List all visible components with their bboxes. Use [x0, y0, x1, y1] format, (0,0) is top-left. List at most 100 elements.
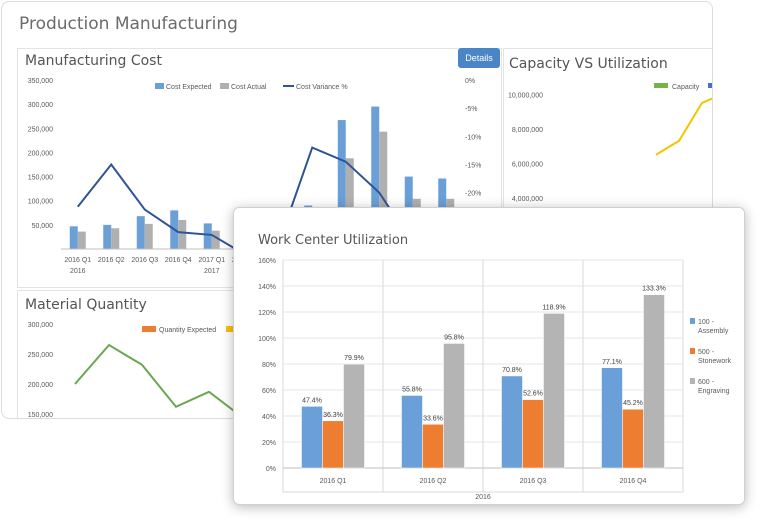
x-group-label: 2017	[204, 268, 220, 275]
y-tick-label: 350,000	[28, 78, 53, 85]
y-tick-label: 4,000,000	[512, 196, 543, 203]
y-tick-label: 60%	[262, 388, 276, 395]
y-tick-label: 300,000	[28, 322, 53, 329]
capacity-title: Capacity VS Utilization	[509, 56, 668, 72]
legend-label: 600 -	[698, 379, 715, 386]
cost-actual-bar	[144, 223, 153, 249]
legend-label: 500 -	[698, 349, 715, 356]
x-tick-label: 2017 Q1	[198, 257, 225, 264]
legend-label: Quantity Expected	[159, 327, 216, 334]
engraving-bar	[543, 313, 565, 469]
y-tick-label: 150,000	[28, 175, 53, 182]
y-tick-label: 10,000,000	[508, 92, 543, 99]
legend-label: Cost Actual	[231, 84, 267, 91]
y-tick-label: 300,000	[28, 102, 53, 109]
cost-expected-bar	[136, 216, 145, 249]
y-tick-label: 120%	[258, 310, 276, 317]
cost-actual-bar	[345, 158, 354, 249]
stonework-bar	[422, 424, 444, 469]
work-center-card[interactable]: Work Center Utilization 0% 20% 40% 60% 80% 10…	[233, 207, 745, 505]
data-label: 70.8%	[502, 367, 522, 374]
y-tick-label: 6,000,000	[512, 161, 543, 168]
x-tick-label: 2016 Q2	[98, 257, 125, 264]
y-tick-label: 40%	[262, 414, 276, 421]
y-tick-label: 100,000	[28, 199, 53, 206]
x-tick-label: 2016 Q2	[420, 478, 447, 485]
legend-swatch	[155, 83, 164, 89]
data-label: 45.2%	[623, 400, 643, 407]
legend-swatch	[220, 83, 229, 89]
data-label: 95.8%	[444, 334, 464, 341]
page-title: Production Manufacturing	[19, 14, 238, 34]
data-label: 77.1%	[602, 359, 622, 366]
cost-expected-bar	[103, 224, 112, 249]
data-label: 36.3%	[323, 412, 343, 419]
data-label: 52.6%	[523, 391, 543, 398]
material-quantity-title: Material Quantity	[25, 297, 147, 313]
y-tick-label: 8,000,000	[512, 127, 543, 134]
y2-tick-label: -10%	[465, 134, 481, 141]
cost-expected-bar	[371, 106, 380, 249]
data-label: 133.3%	[642, 286, 666, 293]
x-group-label: 2016	[70, 268, 86, 275]
utilization-line	[655, 97, 712, 156]
legend-label: 100 -	[698, 319, 715, 326]
legend-label: Stonework	[698, 358, 732, 365]
legend-label: Cost Variance %	[296, 84, 348, 91]
assembly-bar	[401, 395, 423, 469]
cost-expected-bar	[337, 120, 346, 249]
y-tick-label: 50,000	[32, 223, 54, 230]
y-tick-label: 250,000	[28, 126, 53, 133]
cost-actual-bar	[77, 231, 86, 249]
legend-label: Capacity	[672, 84, 700, 91]
cost-actual-bar	[178, 220, 187, 249]
stonework-bar	[322, 420, 344, 469]
x-tick-label: 2016 Q3	[131, 257, 158, 264]
stonework-bar	[622, 408, 644, 469]
engraving-bar	[443, 343, 465, 469]
legend-swatch	[708, 83, 712, 88]
x-tick-label: 2016 Q1	[320, 478, 347, 485]
y2-tick-label: -5%	[465, 106, 477, 113]
details-button[interactable]: Details	[458, 48, 500, 68]
x-tick-label: 2016 Q1	[64, 257, 91, 264]
legend-swatch	[690, 378, 695, 384]
y-tick-label: 100%	[258, 336, 276, 343]
assembly-bar	[501, 375, 523, 469]
data-label: 47.4%	[302, 397, 322, 404]
assembly-bar	[301, 406, 323, 469]
legend-swatch	[654, 83, 668, 88]
stonework-bar	[522, 399, 544, 469]
x-tick-label: 2016 Q3	[520, 478, 547, 485]
cost-actual-bar	[211, 230, 220, 249]
y-tick-label: 250,000	[28, 352, 53, 359]
data-label: 118.9%	[542, 304, 565, 311]
legend-label: Engraving	[698, 388, 730, 395]
x-group-label: 2016	[475, 494, 491, 501]
y2-tick-label: -15%	[465, 163, 481, 170]
y-tick-label: 200,000	[28, 150, 53, 157]
legend-label: Cost Expected	[166, 84, 212, 91]
assembly-bar	[601, 367, 623, 469]
legend-swatch	[142, 326, 156, 332]
engraving-bar	[643, 294, 665, 469]
data-label: 79.9%	[344, 355, 364, 362]
y2-tick-label: 0%	[465, 78, 475, 85]
work-center-title: Work Center Utilization	[258, 233, 409, 248]
cost-actual-bar	[111, 228, 120, 249]
x-tick-label: 2016 Q4	[620, 478, 647, 485]
y-tick-label: 160%	[258, 258, 276, 265]
y-tick-label: 140%	[258, 284, 276, 291]
work-center-chart: 0% 20% 40% 60% 80% 100% 120% 140% 160% 47.4% 36.3%…	[258, 258, 732, 501]
data-label: 55.8%	[402, 386, 422, 393]
legend-label: Assembly	[698, 328, 729, 335]
data-label: 33.6%	[423, 415, 443, 422]
y-tick-label: 150,000	[28, 412, 53, 419]
engraving-bar	[343, 363, 365, 469]
legend-swatch	[690, 348, 695, 354]
y-tick-label: 80%	[262, 362, 276, 369]
legend-swatch	[690, 318, 695, 324]
cost-expected-bar	[69, 226, 78, 249]
cost-actual-bar	[379, 131, 388, 249]
y2-tick-label: -20%	[465, 191, 481, 198]
